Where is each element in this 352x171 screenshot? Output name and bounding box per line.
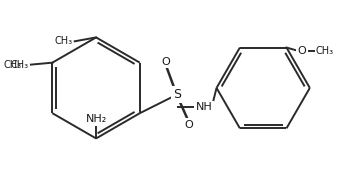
Text: O: O [162,57,170,67]
Text: NH₂: NH₂ [86,114,107,124]
Text: O: O [184,120,193,130]
Text: NH: NH [196,102,212,112]
Text: CH₃: CH₃ [11,60,29,70]
Text: S: S [173,88,181,101]
Text: CH₃: CH₃ [316,47,334,56]
Text: O: O [298,47,306,56]
Text: CH₃: CH₃ [55,36,73,46]
Text: CH₃: CH₃ [3,60,21,70]
